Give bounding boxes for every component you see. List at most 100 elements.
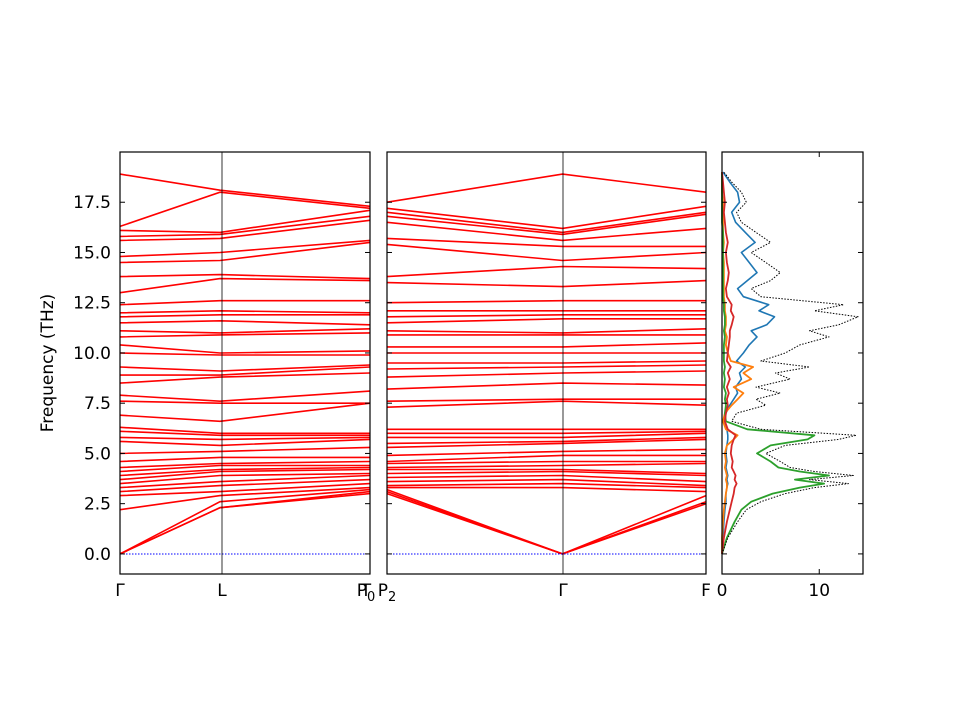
dos-red-curve bbox=[721, 172, 738, 555]
dos-x-tick-label-0: 0 bbox=[717, 581, 728, 601]
left-band-31 bbox=[119, 299, 370, 306]
x-tick-label-l: L bbox=[217, 581, 227, 601]
right-band-4 bbox=[386, 482, 707, 489]
y-tick-label-2: 5.0 bbox=[84, 444, 111, 464]
y-axis-ticks-right bbox=[387, 201, 706, 555]
dos-x-tick-label-1: 10 bbox=[808, 581, 830, 601]
left-band-21 bbox=[119, 372, 371, 384]
right-band-7 bbox=[386, 470, 707, 477]
left-band-2 bbox=[119, 488, 371, 555]
left-band-6 bbox=[119, 474, 371, 489]
x-tick-label-p2-letter: P bbox=[378, 581, 388, 601]
y-tick-label-6: 15.0 bbox=[73, 243, 111, 263]
y-tick-label-5: 12.5 bbox=[73, 294, 111, 314]
x-tick-label-t: T bbox=[360, 581, 372, 601]
axes-frame-right bbox=[386, 151, 707, 575]
left-band-4 bbox=[119, 482, 371, 497]
right-band-29 bbox=[386, 313, 706, 318]
left-band-39 bbox=[119, 191, 371, 228]
left-band-27 bbox=[119, 328, 371, 334]
left-band-17 bbox=[119, 426, 370, 435]
left-band-11 bbox=[119, 460, 371, 469]
band-structure-left-panel: 0.0 2.5 5.0 7.5 10.0 12.5 15.0 17.5 Frequency (… bbox=[38, 151, 376, 605]
dos-axis-ticks: 0 10 bbox=[717, 152, 863, 601]
band-structure-right-panel: P2 Γ F bbox=[378, 151, 711, 605]
x-tick-label-gamma-mid: Γ bbox=[558, 581, 568, 601]
left-band-29 bbox=[119, 313, 370, 318]
left-band-38 bbox=[119, 209, 371, 234]
left-band-7 bbox=[119, 472, 371, 485]
left-band-9 bbox=[119, 466, 371, 477]
right-band-28 bbox=[386, 317, 707, 324]
right-band-22 bbox=[386, 364, 707, 370]
right-band-14 bbox=[386, 436, 707, 445]
right-band-23 bbox=[386, 360, 707, 364]
dos-curves bbox=[721, 171, 859, 555]
right-band-21 bbox=[386, 370, 707, 378]
right-band-35 bbox=[386, 237, 706, 248]
right-band-12 bbox=[386, 448, 707, 457]
right-band-33 bbox=[386, 265, 707, 278]
x-tick-label-gamma-start: Γ bbox=[115, 581, 125, 601]
x-tick-label-p0: P0 bbox=[357, 581, 376, 605]
right-band-37 bbox=[386, 213, 707, 236]
right-band-11 bbox=[386, 454, 706, 463]
right-band-39 bbox=[386, 205, 707, 230]
left-band-14 bbox=[119, 438, 371, 447]
right-band-34 bbox=[386, 243, 707, 262]
right-band-10 bbox=[386, 460, 706, 465]
right-band-15 bbox=[387, 432, 707, 439]
left-band-22 bbox=[120, 366, 371, 376]
right-band-13 bbox=[386, 438, 707, 449]
left-band-16 bbox=[119, 430, 370, 437]
x-tick-label-f: F bbox=[701, 581, 711, 601]
left-band-1 bbox=[119, 490, 371, 555]
left-band-23 bbox=[119, 364, 371, 372]
right-band-3 bbox=[387, 486, 707, 493]
y-tick-label-7: 17.5 bbox=[73, 193, 111, 213]
right-band-18 bbox=[386, 400, 707, 408]
left-band-3 bbox=[119, 486, 371, 511]
axes-frame-dos bbox=[721, 151, 864, 575]
right-band-27 bbox=[386, 328, 707, 334]
y-axis-label: Frequency (THz) bbox=[38, 294, 58, 433]
left-band-26 bbox=[119, 332, 371, 338]
left-band-24 bbox=[119, 352, 370, 356]
x-tick-label-p2: P2 bbox=[378, 581, 397, 605]
y-tick-label-4: 10.0 bbox=[73, 344, 111, 364]
x-tick-label-p2-subscript: 2 bbox=[388, 590, 396, 605]
left-band-34 bbox=[119, 241, 371, 264]
right-band-8 bbox=[387, 468, 707, 475]
x-tick-label-p0-letter: P bbox=[357, 581, 367, 601]
left-band-36 bbox=[119, 219, 371, 242]
left-band-28 bbox=[119, 319, 371, 326]
dos-panel: 0 10 bbox=[717, 151, 864, 601]
right-band-38 bbox=[386, 211, 707, 234]
right-band-32 bbox=[386, 279, 707, 288]
right-band-36 bbox=[386, 221, 707, 242]
y-tick-label-1: 2.5 bbox=[84, 495, 111, 515]
right-band-9 bbox=[386, 462, 707, 469]
band-lines-left bbox=[119, 173, 371, 555]
left-band-20 bbox=[119, 390, 371, 403]
left-band-10 bbox=[119, 464, 370, 473]
left-band-35 bbox=[119, 239, 371, 258]
left-band-5 bbox=[119, 478, 371, 493]
left-band-12 bbox=[119, 456, 370, 463]
left-band-25 bbox=[119, 344, 371, 354]
y-axis-ticks-left: 0.0 2.5 5.0 7.5 10.0 12.5 15.0 17.5 bbox=[73, 193, 370, 565]
y-tick-label-0: 0.0 bbox=[84, 545, 111, 565]
left-band-37 bbox=[119, 215, 371, 238]
left-band-30 bbox=[119, 309, 371, 314]
right-band-19 bbox=[386, 398, 706, 402]
left-band-40 bbox=[119, 173, 371, 208]
y-tick-label-3: 7.5 bbox=[84, 394, 111, 414]
dos-blue-curve bbox=[721, 171, 776, 554]
left-band-32 bbox=[119, 277, 371, 294]
x-tick-label-p0-subscript: 0 bbox=[367, 590, 375, 605]
right-band-5 bbox=[386, 478, 707, 487]
right-band-40 bbox=[386, 173, 707, 203]
dos-green-curve bbox=[721, 172, 830, 555]
left-band-19 bbox=[119, 400, 370, 405]
